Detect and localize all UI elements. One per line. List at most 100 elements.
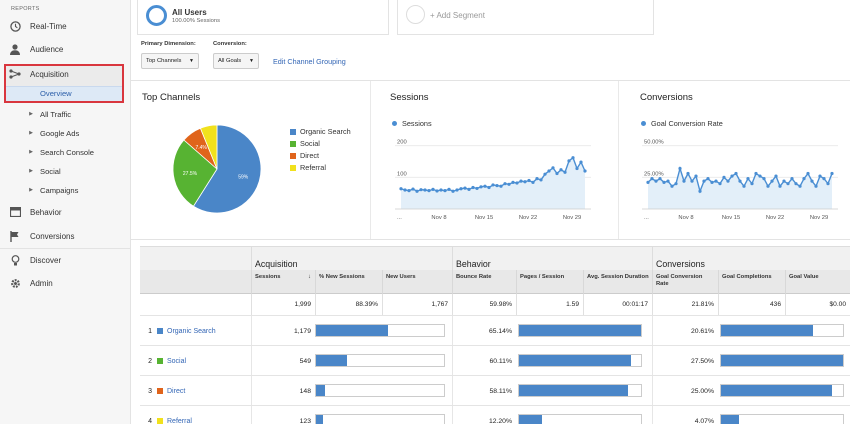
column-header--new-sessions[interactable]: % New Sessions (315, 270, 382, 293)
data-point[interactable] (806, 171, 810, 176)
data-point[interactable] (822, 177, 826, 181)
data-point[interactable] (774, 174, 778, 178)
channel-link[interactable]: Organic Search (167, 327, 216, 335)
data-point[interactable] (455, 188, 459, 192)
data-point[interactable] (690, 179, 694, 183)
data-point[interactable] (583, 169, 587, 173)
nav-overview[interactable]: Overview (6, 86, 122, 101)
data-point[interactable] (579, 160, 583, 164)
data-point[interactable] (515, 181, 519, 185)
primary-dimension-select[interactable]: Top Channels ▼ (141, 53, 199, 69)
data-point[interactable] (471, 185, 475, 190)
data-point[interactable] (427, 189, 431, 193)
nav-social[interactable]: ▶ Social (0, 163, 128, 179)
data-point[interactable] (479, 185, 483, 189)
data-point[interactable] (698, 189, 702, 193)
data-point[interactable] (750, 182, 754, 186)
data-point[interactable] (443, 189, 447, 193)
data-point[interactable] (495, 183, 499, 188)
data-point[interactable] (491, 183, 495, 187)
data-point[interactable] (419, 188, 423, 192)
pie-slice-social[interactable] (172, 139, 218, 207)
data-point[interactable] (511, 180, 515, 184)
data-point[interactable] (523, 180, 527, 184)
data-point[interactable] (539, 178, 543, 182)
data-point[interactable] (563, 170, 567, 174)
data-point[interactable] (742, 184, 746, 188)
data-point[interactable] (535, 177, 539, 181)
data-point[interactable] (798, 184, 802, 188)
data-point[interactable] (411, 187, 415, 191)
data-point[interactable] (403, 188, 407, 192)
nav-acquisition[interactable]: Acquisition (0, 64, 128, 84)
data-point[interactable] (790, 177, 794, 181)
data-point[interactable] (451, 189, 455, 193)
data-point[interactable] (770, 179, 774, 183)
data-point[interactable] (551, 166, 555, 170)
data-point[interactable] (782, 179, 786, 183)
data-point[interactable] (706, 177, 710, 181)
nav-all-traffic[interactable]: ▶ All Traffic (0, 106, 128, 122)
add-segment[interactable]: + Add Segment (397, 0, 654, 35)
conversion-select[interactable]: All Goals ▼ (213, 53, 259, 69)
column-header-avg-session-duration[interactable]: Avg. Session Duration (583, 270, 652, 293)
data-point[interactable] (734, 171, 738, 176)
data-point[interactable] (503, 182, 507, 186)
data-point[interactable] (463, 186, 467, 190)
pie-slice-referral[interactable] (199, 124, 218, 170)
column-header-bounce-rate[interactable]: Bounce Rate (452, 270, 516, 293)
data-point[interactable] (499, 184, 503, 188)
channel-link[interactable]: Referral (167, 417, 192, 424)
data-point[interactable] (682, 179, 686, 183)
data-point[interactable] (654, 179, 658, 183)
data-point[interactable] (531, 180, 535, 184)
data-point[interactable] (722, 175, 726, 179)
data-point[interactable] (670, 184, 674, 188)
data-point[interactable] (519, 179, 523, 183)
nav-search-console[interactable]: ▶ Search Console (0, 144, 128, 160)
data-point[interactable] (571, 156, 575, 160)
data-point[interactable] (487, 185, 491, 190)
data-point[interactable] (431, 187, 435, 191)
data-point[interactable] (718, 182, 722, 186)
column-header-new-users[interactable]: New Users (382, 270, 452, 293)
data-point[interactable] (674, 182, 678, 186)
column-header-goal-conversion-rate[interactable]: Goal Conversion Rate (652, 270, 718, 293)
data-point[interactable] (423, 188, 427, 192)
column-header-pages-session[interactable]: Pages / Session (516, 270, 583, 293)
data-point[interactable] (730, 174, 734, 178)
channel-link[interactable]: Direct (167, 387, 186, 395)
edit-channel-grouping-link[interactable]: Edit Channel Grouping (273, 57, 346, 66)
column-header-goal-value[interactable]: Goal Value (785, 270, 850, 293)
data-point[interactable] (802, 177, 806, 181)
nav-campaigns[interactable]: ▶ Campaigns (0, 182, 128, 198)
data-point[interactable] (762, 177, 766, 181)
data-point[interactable] (567, 159, 571, 163)
data-point[interactable] (435, 189, 439, 193)
data-point[interactable] (738, 179, 742, 183)
data-point[interactable] (559, 168, 563, 172)
data-point[interactable] (407, 189, 411, 193)
data-point[interactable] (694, 174, 698, 178)
data-point[interactable] (650, 177, 654, 181)
data-point[interactable] (726, 179, 730, 183)
data-point[interactable] (415, 189, 419, 193)
data-point[interactable] (658, 177, 662, 181)
data-point[interactable] (527, 178, 531, 183)
data-point[interactable] (646, 180, 650, 184)
data-point[interactable] (483, 184, 487, 188)
data-point[interactable] (547, 169, 551, 173)
nav-behavior[interactable]: Behavior (0, 202, 128, 222)
data-point[interactable] (666, 179, 670, 183)
data-point[interactable] (778, 184, 782, 188)
data-point[interactable] (814, 184, 818, 188)
data-point[interactable] (702, 179, 706, 183)
nav-audience[interactable]: Audience (0, 39, 128, 59)
segment-all-users[interactable]: All Users 100.00% Sessions (137, 0, 389, 35)
data-point[interactable] (686, 171, 690, 176)
data-point[interactable] (758, 174, 762, 178)
data-point[interactable] (710, 180, 714, 184)
nav-google-ads[interactable]: ▶ Google Ads (0, 125, 128, 141)
data-point[interactable] (714, 179, 718, 183)
data-point[interactable] (786, 182, 790, 186)
